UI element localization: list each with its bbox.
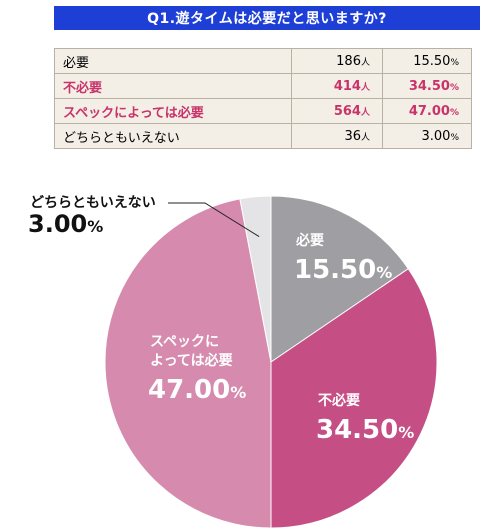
percent-unit: % bbox=[449, 82, 459, 93]
slice-label: スペックに bbox=[150, 334, 219, 350]
count-unit: 人 bbox=[360, 132, 370, 143]
slice-label: どちらともいえない bbox=[30, 195, 156, 211]
slice-label: 必要 bbox=[295, 232, 324, 249]
results-table: 必要 186人 15.50% 不必要 414人 34.50% スペックによっては… bbox=[54, 48, 472, 149]
pie-slice bbox=[239, 195, 272, 363]
pie-slice bbox=[104, 198, 272, 529]
table-row: どちらともいえない 36人 3.00% bbox=[54, 123, 472, 149]
row-count: 414人 bbox=[291, 73, 383, 99]
table-row: 不必要 414人 34.50% bbox=[54, 73, 472, 99]
percent-unit: % bbox=[449, 107, 459, 118]
count-unit: 人 bbox=[360, 107, 370, 118]
row-percent: 15.50% bbox=[382, 48, 472, 74]
pie-slice bbox=[270, 267, 438, 529]
table-row: 必要 186人 15.50% bbox=[54, 48, 472, 74]
slice-value: 3.00% bbox=[28, 210, 103, 238]
slice-label: 不必要 bbox=[318, 392, 360, 409]
table-row: スペックによっては必要 564人 47.00% bbox=[54, 98, 472, 124]
slice-value: 15.50% bbox=[294, 255, 392, 285]
leader-line bbox=[168, 202, 260, 238]
percent-unit: % bbox=[450, 132, 459, 143]
row-percent: 3.00% bbox=[382, 123, 472, 149]
row-count: 186人 bbox=[291, 48, 383, 74]
count-unit: 人 bbox=[360, 82, 370, 93]
count-unit: 人 bbox=[360, 57, 370, 68]
slice-value: 34.50% bbox=[316, 415, 414, 445]
slice-label: よっては必要 bbox=[150, 352, 233, 369]
question-title: Q1.遊タイムは必要だと思いますか? bbox=[54, 6, 480, 30]
slice-value: 47.00% bbox=[148, 375, 246, 405]
row-percent: 47.00% bbox=[382, 98, 472, 124]
pie-slice bbox=[270, 195, 409, 363]
percent-unit: % bbox=[450, 57, 459, 68]
row-count: 564人 bbox=[291, 98, 383, 124]
row-label: 不必要 bbox=[54, 73, 292, 99]
row-label: どちらともいえない bbox=[54, 123, 292, 149]
